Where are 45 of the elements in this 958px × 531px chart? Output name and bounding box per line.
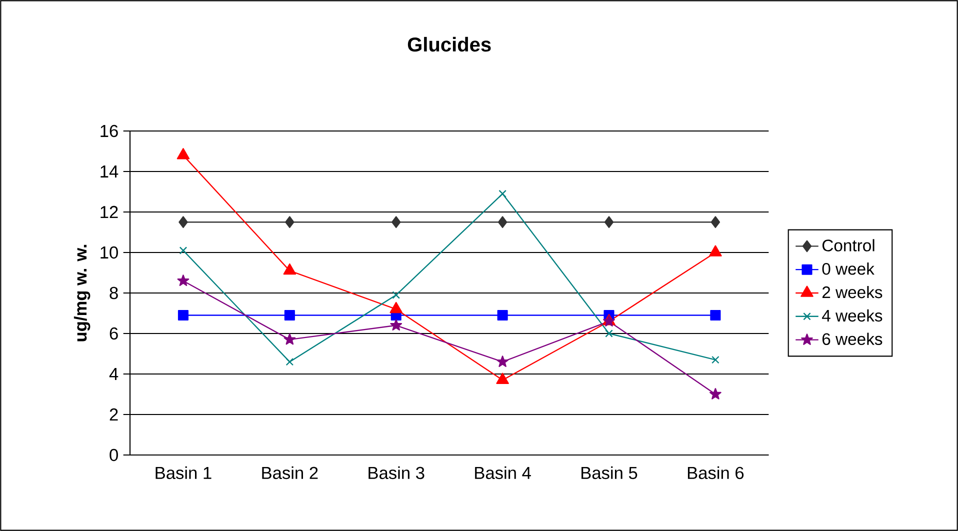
point — [178, 216, 188, 228]
legend-label: 2 weeks — [822, 286, 882, 298]
point — [177, 274, 190, 286]
point — [496, 356, 508, 367]
point — [284, 333, 296, 345]
y-tick-label: 10 — [100, 246, 118, 259]
y-axis-title: ug/mg w. w. — [74, 244, 90, 342]
legend-label: 0 week — [822, 262, 874, 275]
y-tick-label: 8 — [110, 286, 118, 300]
y-tick-label: 4 — [109, 368, 118, 380]
x-tick-label: Basin 4 — [475, 466, 531, 480]
point — [179, 246, 188, 254]
point — [496, 372, 509, 384]
y-tick-label: 6 — [110, 327, 118, 340]
legend-label: 4 weeks — [822, 309, 882, 322]
point — [285, 216, 294, 228]
point — [390, 319, 402, 331]
point — [178, 310, 188, 321]
x-tick-label: Basin 2 — [262, 466, 318, 480]
point — [390, 302, 402, 314]
point — [710, 310, 721, 321]
y-tick-label: 0 — [110, 448, 118, 462]
point — [497, 310, 508, 321]
point — [710, 388, 722, 400]
legend-label: 6 weeks — [822, 332, 882, 346]
y-tick-label: 16 — [100, 124, 118, 138]
x-tick-label: Basin 6 — [688, 466, 744, 480]
y-tick-label: 12 — [100, 206, 118, 218]
x-tick-label: Basin 5 — [582, 466, 638, 480]
point — [604, 216, 614, 228]
point — [710, 216, 720, 228]
point — [498, 216, 508, 228]
chart-title: Glucides — [408, 36, 491, 52]
point — [392, 216, 401, 228]
point — [284, 310, 295, 321]
point — [712, 356, 720, 364]
legend-label: Control — [822, 239, 874, 252]
x-tick-label: Basin 3 — [368, 466, 424, 480]
point — [286, 358, 294, 366]
y-tick-label: 2 — [110, 408, 118, 421]
point — [498, 190, 506, 198]
y-tick-label: 14 — [100, 166, 118, 178]
point — [605, 330, 613, 338]
point — [392, 291, 400, 299]
x-tick-label: Basin 1 — [156, 466, 212, 480]
